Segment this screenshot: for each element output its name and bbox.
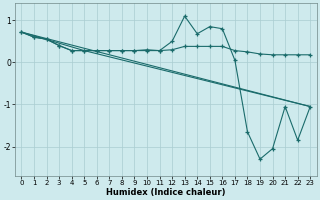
X-axis label: Humidex (Indice chaleur): Humidex (Indice chaleur): [106, 188, 226, 197]
